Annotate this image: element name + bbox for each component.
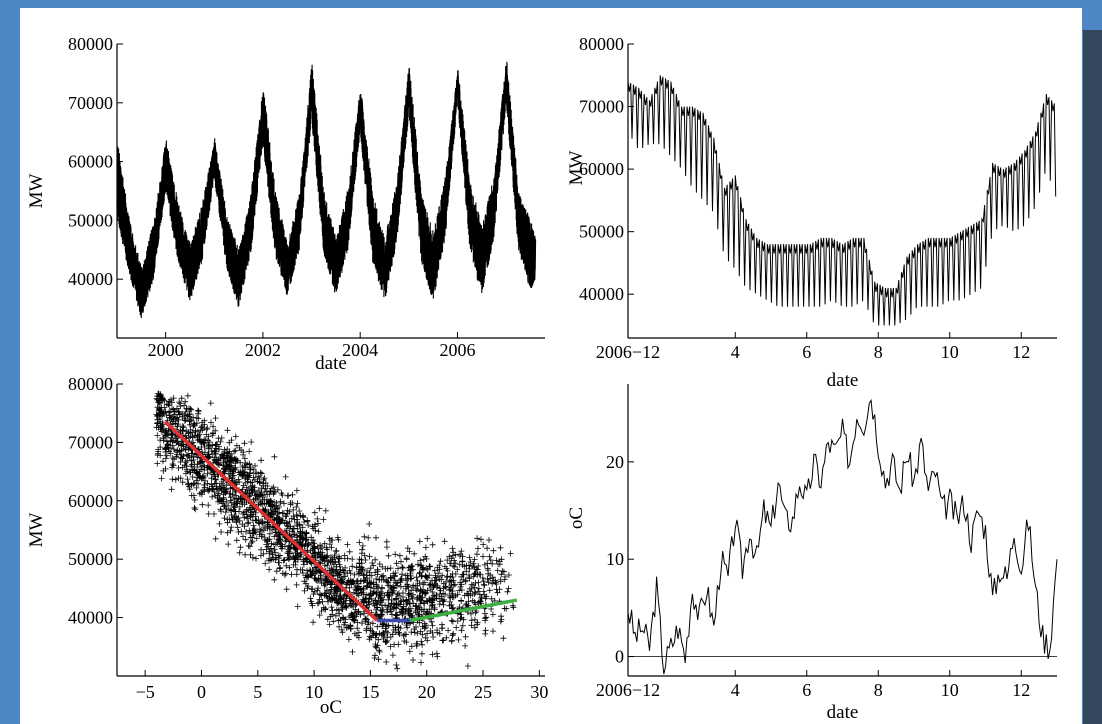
y-tick-label: 80000: [579, 34, 624, 54]
y-tick-label: 0: [615, 647, 624, 667]
y-tick-label: 50000: [68, 210, 113, 230]
x-tick-label: 5: [253, 682, 262, 702]
x-tick-label: 0: [197, 682, 206, 702]
x-tick-label: 15: [361, 682, 379, 702]
y-tick-label: 40000: [579, 284, 624, 304]
x-tick-label: 12: [1012, 680, 1030, 700]
x-tick-label: 10: [941, 342, 959, 362]
x-tick-label: 30: [530, 682, 548, 702]
x-tick-label: 4: [731, 342, 740, 362]
x-tick-label: 6: [802, 680, 811, 700]
y-tick-label: 80000: [68, 374, 113, 394]
y-tick-label: 70000: [68, 432, 113, 452]
y-tick-label: 40000: [68, 269, 113, 289]
y-tick-label: 50000: [579, 222, 624, 242]
x-tick-label: 2002: [245, 340, 281, 360]
y-tick-label: 60000: [579, 159, 624, 179]
x-tick-label: 8: [874, 680, 883, 700]
x-tick-label: −5: [136, 682, 155, 702]
y-tick-label: 10: [606, 549, 624, 569]
y-tick-label: 50000: [68, 549, 113, 569]
x-axis-label: date: [827, 702, 859, 723]
x-tick-label: 10: [305, 682, 323, 702]
x-tick-label: 2004: [342, 340, 378, 360]
x-tick-label: 2006: [439, 340, 475, 360]
right-edge-strip: [1083, 30, 1102, 724]
x-tick-label: 10: [941, 680, 959, 700]
figure-panel: 40000 50000 60000 70000 80000 2000 2002 2004 200…: [20, 8, 1082, 724]
y-axis-label: MW: [566, 151, 587, 186]
load-series-line: [116, 61, 537, 319]
y-tick-label: 40000: [68, 608, 113, 628]
x-tick-label: 12: [1012, 342, 1030, 362]
fit-line-green: [409, 598, 518, 623]
x-tick-label: 2006−12: [596, 342, 660, 362]
y-tick-label: 70000: [579, 97, 624, 117]
x-tick-label: 2000: [148, 340, 184, 360]
x-axis-label: date: [827, 370, 859, 391]
y-tick-label: 60000: [68, 152, 113, 172]
x-tick-label: 25: [474, 682, 492, 702]
y-axis-label: MW: [26, 174, 47, 209]
x-axis-label: oC: [320, 697, 342, 718]
x-tick-label: 6: [802, 342, 811, 362]
x-tick-label: 2006−12: [596, 680, 660, 700]
y-tick-label: 20: [606, 452, 624, 472]
y-axis-label: MW: [26, 513, 47, 548]
scatter-points: [153, 390, 517, 672]
y-tick-label: 60000: [68, 491, 113, 511]
x-tick-label: 20: [418, 682, 436, 702]
y-tick-label: 80000: [68, 34, 113, 54]
x-tick-label: 8: [874, 342, 883, 362]
x-tick-label: 4: [731, 680, 740, 700]
y-tick-label: 70000: [68, 93, 113, 113]
fit-line-red: [164, 420, 379, 622]
y-axis-label: oC: [566, 507, 587, 529]
x-axis-label: date: [315, 353, 347, 374]
temperature-line: [627, 398, 1058, 675]
year-load-line: [627, 75, 1057, 326]
